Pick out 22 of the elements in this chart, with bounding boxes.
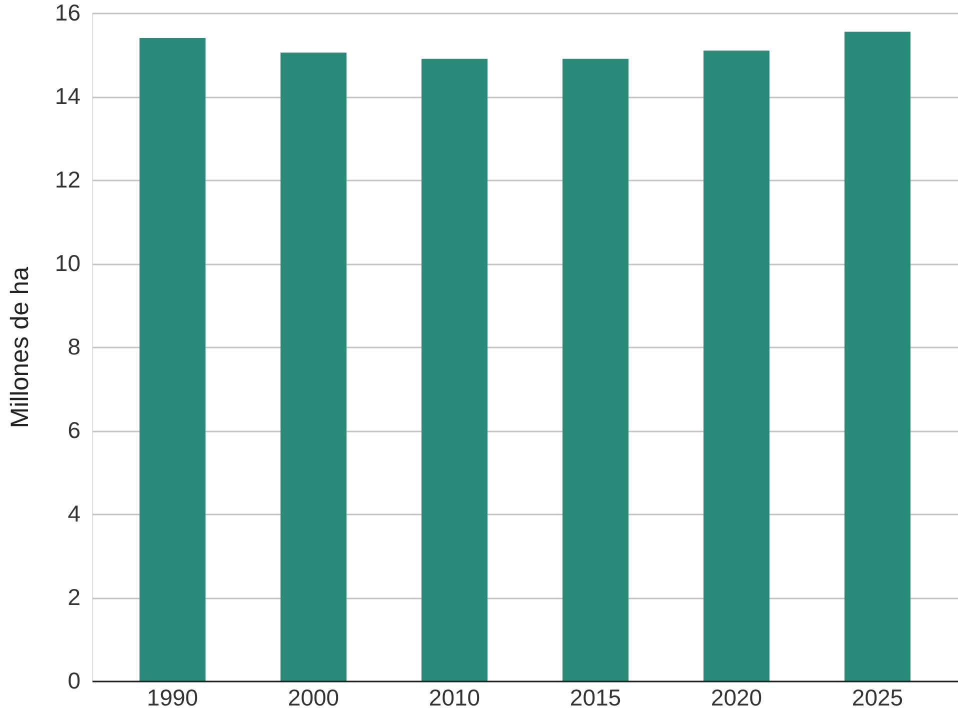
y-tick-label: 16: [54, 0, 80, 26]
bar: [844, 32, 910, 681]
x-tick-label: 2020: [710, 684, 762, 710]
y-tick-label: 0: [68, 668, 80, 694]
x-tick-label: 2015: [570, 684, 622, 710]
bar: [280, 52, 346, 681]
x-tick-label: 2010: [428, 684, 480, 710]
y-tick-label: 6: [68, 417, 80, 443]
x-tick-label: 2025: [852, 684, 904, 710]
y-tick-label: 8: [68, 334, 80, 360]
y-tick-label: 2: [68, 584, 80, 610]
y-tick-label: 12: [54, 166, 80, 192]
bar: [422, 58, 488, 681]
bar: [704, 50, 770, 681]
x-tick-label: 2000: [288, 684, 340, 710]
bar: [562, 58, 628, 681]
x-tick-label: 1990: [146, 684, 198, 710]
y-tick-label: 4: [68, 500, 81, 526]
y-tick-label: 10: [54, 250, 80, 276]
bar: [140, 38, 206, 681]
y-axis-title: Millones de ha: [6, 266, 34, 428]
y-tick-label: 14: [54, 83, 81, 109]
